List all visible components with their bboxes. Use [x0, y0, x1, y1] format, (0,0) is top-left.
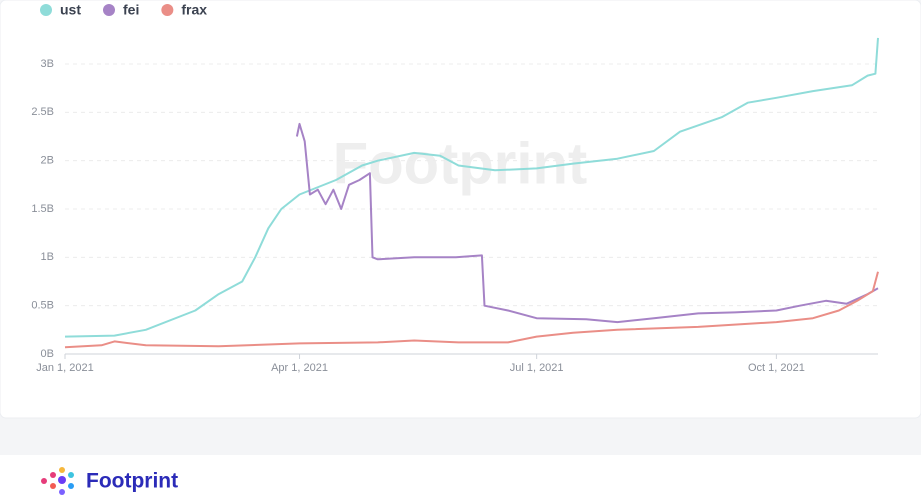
- y-tick-label: 1B: [41, 251, 54, 263]
- y-tick-label: 1.5B: [31, 203, 54, 215]
- footer: [0, 455, 921, 496]
- legend-marker: [103, 4, 115, 16]
- y-tick-label: 2.5B: [31, 106, 54, 118]
- x-tick-label: Apr 1, 2021: [271, 362, 328, 374]
- y-tick-label: 2B: [41, 155, 54, 167]
- series-line: [295, 122, 879, 324]
- legend-label: fei: [123, 2, 139, 18]
- y-tick-label: 3B: [41, 58, 54, 70]
- watermark: Footprint: [333, 131, 587, 196]
- footer-logo-text: Footprint: [86, 470, 178, 493]
- x-tick-label: Jul 1, 2021: [510, 362, 564, 374]
- legend-label: ust: [60, 2, 81, 18]
- legend-marker: [161, 4, 174, 16]
- y-tick-label: 0B: [41, 348, 54, 360]
- x-tick-label: Jan 1, 2021: [36, 362, 94, 374]
- x-tick-label: Oct 1, 2021: [748, 362, 805, 374]
- footer-logo-icon: [41, 467, 74, 495]
- series-line: [64, 37, 879, 338]
- legend-label: frax: [181, 2, 207, 18]
- legend-marker: [40, 4, 52, 16]
- series-line: [64, 271, 879, 349]
- y-tick-label: 0.5B: [31, 300, 54, 312]
